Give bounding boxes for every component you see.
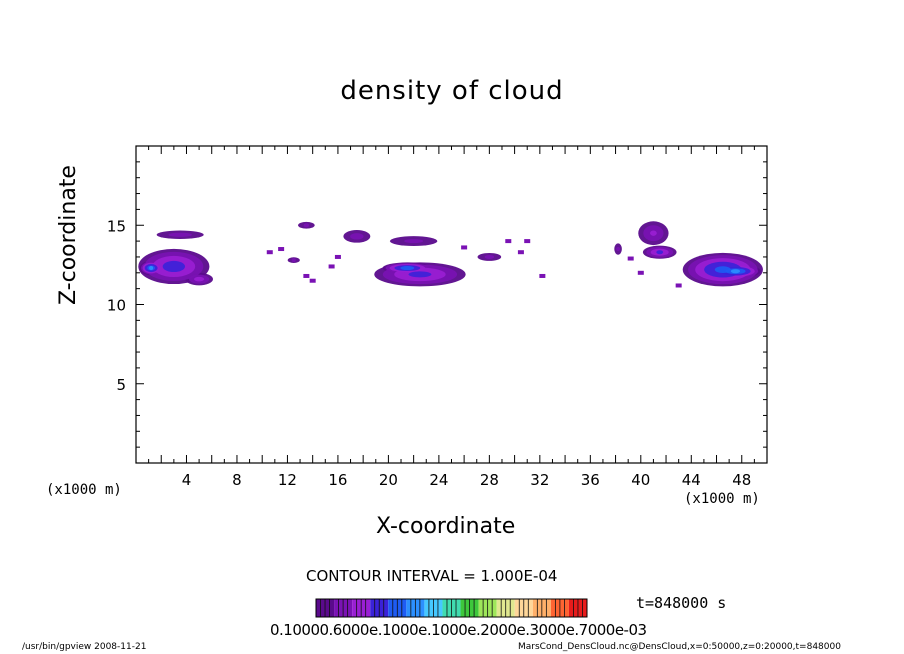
cloud-speck xyxy=(461,245,468,250)
y-tick-label: 5 xyxy=(116,376,126,394)
y-axis-label: Z-coordinate xyxy=(56,165,81,305)
cloud-speck xyxy=(309,278,316,283)
x-tick-label: 4 xyxy=(182,471,192,489)
cloud-speck xyxy=(278,247,285,252)
chart-title: density of cloud xyxy=(340,76,564,106)
cloud-speck xyxy=(334,254,341,259)
density-contour xyxy=(656,250,664,255)
density-contour xyxy=(149,266,154,271)
x-tick-label: 32 xyxy=(530,471,549,489)
density-contour xyxy=(303,223,310,228)
cloud-speck xyxy=(303,273,310,278)
x-tick-label: 36 xyxy=(581,471,600,489)
y-tick-label: 10 xyxy=(107,297,126,315)
cloud-speck xyxy=(517,250,524,255)
time-label: t=848000 s xyxy=(636,594,727,612)
cloud-speck xyxy=(539,273,546,278)
density-contour xyxy=(404,239,424,244)
density-contour xyxy=(350,233,364,240)
density-contour xyxy=(484,254,495,259)
cloud-speck xyxy=(328,264,335,269)
x-unit-left: (x1000 m) xyxy=(46,482,122,498)
cloud-speck xyxy=(524,239,531,244)
footer-right: MarsCond_DensCloud.nc@DensCloud,x=0:5000… xyxy=(518,642,841,652)
cloud-speck xyxy=(266,250,273,255)
contour-interval: CONTOUR INTERVAL = 1.000E-04 xyxy=(306,567,558,585)
colorbar xyxy=(315,598,588,618)
x-tick-label: 8 xyxy=(232,471,242,489)
density-contour xyxy=(408,271,432,278)
x-unit-right: (x1000 m) xyxy=(684,491,760,507)
density-contour xyxy=(168,232,192,237)
x-tick-label: 40 xyxy=(631,471,650,489)
cloud-speck xyxy=(675,283,682,288)
density-contour xyxy=(291,258,296,263)
x-tick-label: 24 xyxy=(429,471,448,489)
colorbar-frame xyxy=(315,598,588,618)
x-axis-label: X-coordinate xyxy=(376,514,516,539)
x-tick-label: 12 xyxy=(278,471,297,489)
x-tick-label: 44 xyxy=(682,471,701,489)
plot-frame xyxy=(135,145,768,464)
density-contour xyxy=(162,260,186,272)
x-tick-label: 48 xyxy=(732,471,751,489)
x-tick-label: 28 xyxy=(480,471,499,489)
density-contour xyxy=(650,230,657,236)
cloud-speck xyxy=(627,256,634,261)
density-contour xyxy=(616,247,621,252)
cloud-specks xyxy=(266,239,682,288)
colorbar-labels: 0.10000.6000e.1000e.1000e.2000e.3000e.70… xyxy=(270,621,647,639)
footer-left: /usr/bin/gpview 2008-11-21 xyxy=(22,642,147,652)
x-tick-label: 20 xyxy=(379,471,398,489)
axis-ticks xyxy=(136,146,767,463)
y-tick-label: 15 xyxy=(107,217,126,235)
cloud-speck xyxy=(637,270,644,275)
density-field xyxy=(138,221,763,287)
x-tick-label: 16 xyxy=(328,471,347,489)
density-contour xyxy=(194,276,205,282)
cloud-speck xyxy=(505,239,512,244)
density-contour xyxy=(400,266,415,271)
density-contour xyxy=(730,269,741,274)
